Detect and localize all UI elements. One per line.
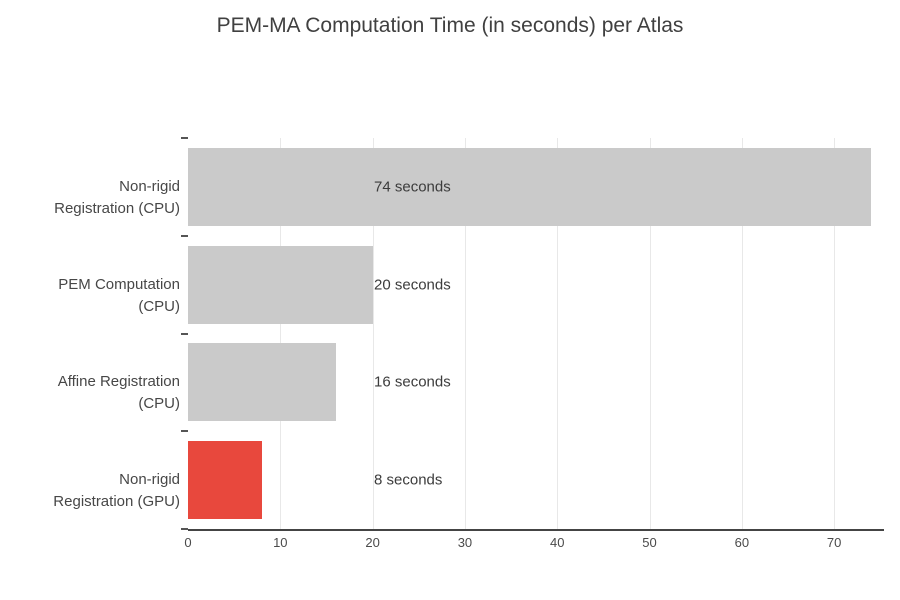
gridline — [464, 138, 466, 529]
bar-value-label: 8 seconds — [374, 471, 443, 489]
y-category-label: Non-rigid Registration (GPU) — [10, 469, 180, 513]
bar-value-label: 16 seconds — [374, 373, 451, 391]
x-tick-label: 20 — [365, 535, 380, 550]
y-axis-tick — [181, 430, 188, 433]
x-tick-label: 40 — [549, 535, 565, 550]
y-axis-tick — [181, 137, 188, 139]
y-category-label-line: Registration (CPU) — [54, 199, 180, 217]
plot-area: 74 seconds 20 seconds 16 seconds 8 seconds — [188, 138, 884, 529]
y-axis-tick — [181, 234, 188, 237]
y-category-label: Affine Registration (CPU) — [10, 371, 180, 415]
bar-value-label: 74 seconds — [374, 178, 451, 196]
y-category-label-line: PEM Computation — [58, 275, 180, 293]
x-tick-label: 50 — [642, 535, 657, 550]
gridline — [557, 138, 559, 529]
gridline — [649, 138, 651, 529]
gridline — [834, 138, 836, 529]
y-category-label-line: Non-rigid — [119, 177, 180, 195]
bar-2 — [188, 245, 373, 324]
gridline — [372, 138, 374, 529]
gridline — [741, 138, 743, 529]
bar-value-label: 20 seconds — [374, 276, 451, 294]
y-category-label-line: Non-rigid — [119, 471, 180, 489]
y-category-label: PEM Computation (CPU) — [10, 274, 180, 318]
bar-3 — [188, 343, 336, 422]
bar-4 — [188, 441, 262, 520]
y-category-label-line: Affine Registration — [57, 373, 180, 391]
y-category-label-line: (CPU) — [138, 297, 180, 315]
y-category-label-line: (CPU) — [138, 395, 180, 413]
y-category-label: Non-rigid Registration (CPU) — [10, 176, 180, 220]
chart-title: PEM-MA Computation Time (in seconds) per… — [216, 14, 684, 37]
y-axis-tick — [181, 528, 188, 530]
x-tick-label: 0 — [184, 535, 192, 550]
x-axis-line — [188, 529, 884, 531]
x-tick-label: 30 — [457, 535, 473, 550]
y-category-label-line: Registration (GPU) — [53, 493, 180, 511]
x-tick-label: 60 — [734, 535, 750, 550]
bar-1 — [188, 147, 872, 226]
x-tick-label: 10 — [273, 535, 288, 550]
y-axis-tick — [181, 332, 188, 335]
x-tick-label: 70 — [826, 535, 842, 550]
gridline — [280, 138, 282, 529]
